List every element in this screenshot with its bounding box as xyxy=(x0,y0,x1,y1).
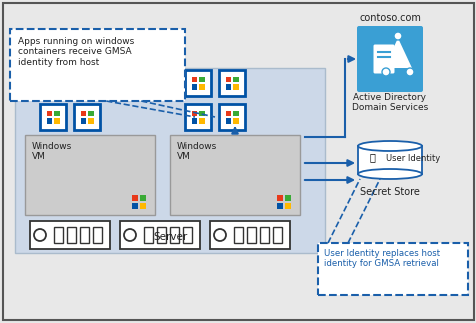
Bar xyxy=(132,195,138,201)
Bar xyxy=(88,118,93,123)
Bar xyxy=(259,227,268,243)
Bar xyxy=(277,195,283,201)
Bar xyxy=(232,110,238,116)
Bar xyxy=(198,118,204,123)
Bar xyxy=(218,104,245,130)
Bar xyxy=(88,110,93,116)
Ellipse shape xyxy=(357,169,421,179)
Bar xyxy=(198,110,204,116)
Bar xyxy=(54,118,60,123)
Bar xyxy=(46,84,52,89)
Text: Server: Server xyxy=(152,232,187,242)
Bar xyxy=(247,227,256,243)
Bar xyxy=(225,84,231,89)
Bar xyxy=(277,203,283,209)
Bar xyxy=(225,77,231,82)
Bar xyxy=(198,77,204,82)
Text: Windows
VM: Windows VM xyxy=(32,142,72,162)
Bar xyxy=(74,70,100,96)
Bar xyxy=(232,84,238,89)
FancyBboxPatch shape xyxy=(356,26,422,92)
Bar xyxy=(40,104,66,130)
Bar xyxy=(46,118,52,123)
Bar xyxy=(54,77,60,82)
Bar xyxy=(284,195,290,201)
Bar xyxy=(272,227,281,243)
Bar xyxy=(54,110,60,116)
Bar xyxy=(139,203,146,209)
Bar xyxy=(93,227,102,243)
Text: Secret Store: Secret Store xyxy=(359,187,419,197)
Bar xyxy=(25,135,155,215)
Bar xyxy=(317,243,467,295)
Bar xyxy=(225,118,231,123)
Bar xyxy=(80,227,89,243)
Bar xyxy=(234,227,242,243)
Ellipse shape xyxy=(357,141,421,151)
Text: 🔑: 🔑 xyxy=(368,152,374,162)
Bar xyxy=(191,110,197,116)
FancyBboxPatch shape xyxy=(373,45,394,74)
Bar xyxy=(54,84,60,89)
Bar xyxy=(225,110,231,116)
Bar xyxy=(88,77,93,82)
Bar xyxy=(232,77,238,82)
Bar xyxy=(46,110,52,116)
Bar xyxy=(67,227,76,243)
Bar xyxy=(30,221,110,249)
Bar xyxy=(191,77,197,82)
Bar xyxy=(120,221,199,249)
Bar xyxy=(80,84,86,89)
Bar xyxy=(80,110,86,116)
Circle shape xyxy=(393,32,401,40)
Bar xyxy=(185,104,210,130)
Bar xyxy=(157,227,166,243)
Bar xyxy=(191,118,197,123)
Bar xyxy=(88,84,93,89)
Bar xyxy=(209,221,289,249)
Text: contoso.com: contoso.com xyxy=(358,13,420,23)
Bar xyxy=(10,29,185,101)
Bar xyxy=(54,227,63,243)
Bar xyxy=(139,195,146,201)
Bar xyxy=(169,227,178,243)
Bar xyxy=(191,84,197,89)
Bar xyxy=(80,77,86,82)
Circle shape xyxy=(381,68,389,76)
Bar xyxy=(232,118,238,123)
Text: Windows
VM: Windows VM xyxy=(177,142,217,162)
Bar xyxy=(169,135,299,215)
Text: User Identity replaces host
identity for GMSA retrieval: User Identity replaces host identity for… xyxy=(323,249,439,268)
Bar xyxy=(46,77,52,82)
Text: Apps running on windows
containers receive GMSA
identity from host: Apps running on windows containers recei… xyxy=(18,37,134,67)
Bar xyxy=(357,146,421,174)
Bar xyxy=(40,70,66,96)
Bar xyxy=(80,118,86,123)
Bar xyxy=(15,68,324,253)
Polygon shape xyxy=(383,38,411,68)
Bar xyxy=(132,203,138,209)
Bar xyxy=(185,70,210,96)
Bar xyxy=(218,70,245,96)
Text: User Identity: User Identity xyxy=(385,153,439,162)
Bar xyxy=(284,203,290,209)
Text: Active Directory
Domain Services: Active Directory Domain Services xyxy=(351,93,427,112)
Bar xyxy=(144,227,153,243)
Circle shape xyxy=(405,68,413,76)
Bar xyxy=(74,104,100,130)
Bar xyxy=(183,227,192,243)
Bar xyxy=(198,84,204,89)
